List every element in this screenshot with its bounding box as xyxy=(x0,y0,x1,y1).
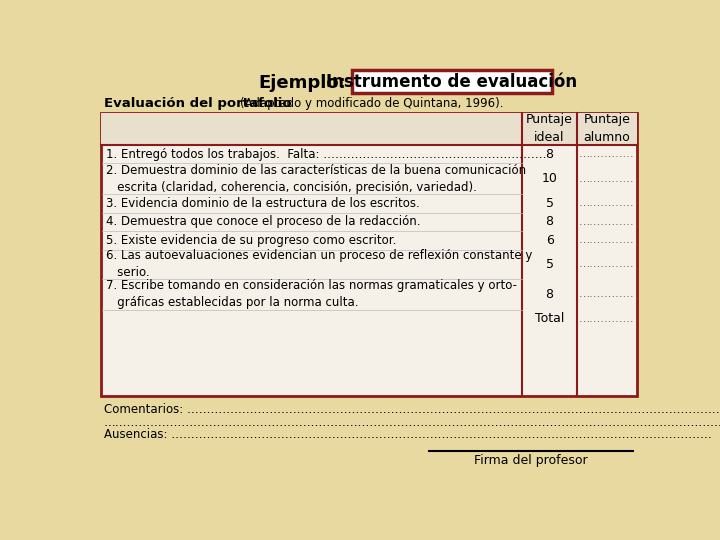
Text: ……………: …………… xyxy=(579,314,635,324)
Text: ……………: …………… xyxy=(579,149,635,159)
Text: 5. Existe evidencia de su progreso como escritor.: 5. Existe evidencia de su progreso como … xyxy=(106,234,396,247)
Text: ……………: …………… xyxy=(579,174,635,184)
Text: 4. Demuestra que conoce el proceso de la redacción.: 4. Demuestra que conoce el proceso de la… xyxy=(106,215,420,228)
Text: 8: 8 xyxy=(546,215,554,228)
Text: ………………………………………………………………………………………………………………………………………………………………………………………………: …………………………………………………………………………………………………………… xyxy=(104,416,720,429)
Text: 5: 5 xyxy=(546,258,554,271)
Bar xyxy=(101,112,637,396)
Text: Instrumento de evaluación: Instrumento de evaluación xyxy=(326,73,577,91)
Text: ……………: …………… xyxy=(579,259,635,269)
Text: (Adaptado y modificado de Quintana, 1996).: (Adaptado y modificado de Quintana, 1996… xyxy=(240,97,503,110)
Bar xyxy=(101,112,637,145)
Text: 6. Las autoevaluaciones evidencian un proceso de reflexión constante y
   serio.: 6. Las autoevaluaciones evidencian un pr… xyxy=(106,249,532,279)
Text: 2. Demuestra dominio de las características de la buena comunicación
   escrita : 2. Demuestra dominio de las característi… xyxy=(106,164,526,194)
Text: ……………: …………… xyxy=(579,198,635,208)
Text: Total: Total xyxy=(535,313,564,326)
Text: 1. Entregó todos los trabajos.  Falta: …………………………………………………: 1. Entregó todos los trabajos. Falta: ……… xyxy=(106,147,546,160)
Text: Firma del profesor: Firma del profesor xyxy=(474,454,588,467)
Text: Ausencias: …………………………………………………………………………………………………………………………: Ausencias: ……………………………………………………………………………… xyxy=(104,428,711,441)
Text: 8: 8 xyxy=(546,288,554,301)
Text: 10: 10 xyxy=(541,172,557,185)
Text: Ejemplo:: Ejemplo: xyxy=(258,73,346,91)
Text: 5: 5 xyxy=(546,197,554,210)
Text: 3. Evidencia dominio de la estructura de los escritos.: 3. Evidencia dominio de la estructura de… xyxy=(106,197,419,210)
Text: ……………: …………… xyxy=(579,235,635,245)
Text: Evaluación del portafolio: Evaluación del portafolio xyxy=(104,97,296,110)
Text: Comentarios: ……………………………………………………………………………………………………………………………………………………………………………: Comentarios: ………………………………………………………………………… xyxy=(104,403,720,416)
Text: ……………: …………… xyxy=(579,289,635,299)
Text: 6: 6 xyxy=(546,234,554,247)
Text: Puntaje
ideal: Puntaje ideal xyxy=(526,113,573,144)
Bar xyxy=(352,70,552,93)
Text: Puntaje
alumno: Puntaje alumno xyxy=(583,113,631,144)
Text: ……………: …………… xyxy=(579,217,635,227)
Text: 7. Escribe tomando en consideración las normas gramaticales y orto-
   gráficas : 7. Escribe tomando en consideración las … xyxy=(106,279,516,309)
Text: 8: 8 xyxy=(546,147,554,160)
